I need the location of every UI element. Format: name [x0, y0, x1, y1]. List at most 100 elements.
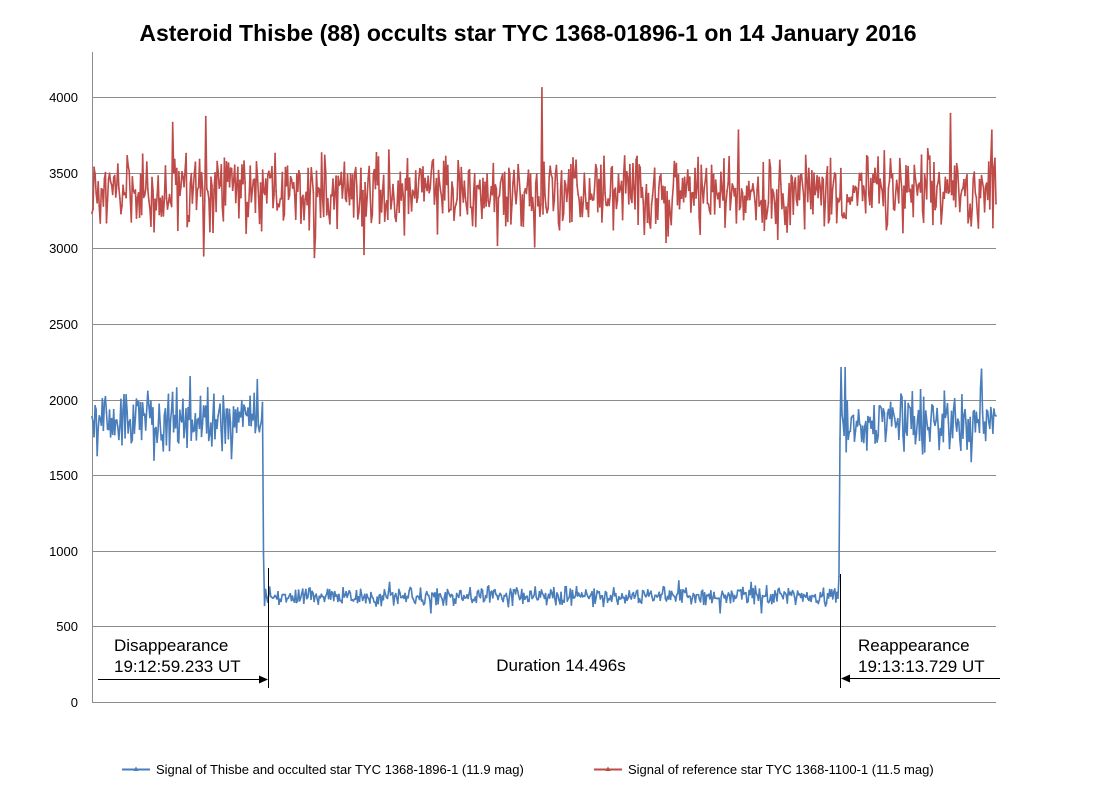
data-point	[748, 589, 750, 592]
data-point	[583, 595, 586, 598]
data-point	[934, 208, 936, 211]
data-point	[913, 164, 916, 167]
data-point	[185, 152, 188, 155]
data-point	[661, 592, 664, 595]
data-point	[477, 187, 480, 190]
data-point	[795, 198, 798, 201]
data-point	[702, 201, 705, 204]
data-point	[143, 194, 146, 197]
data-point	[948, 447, 951, 450]
data-point	[566, 187, 569, 190]
data-point	[295, 172, 298, 175]
data-point	[397, 180, 400, 183]
data-point	[584, 589, 587, 591]
data-point	[890, 176, 893, 179]
data-point	[657, 186, 660, 189]
data-point	[134, 189, 137, 191]
data-point	[543, 597, 546, 600]
data-point	[296, 190, 299, 192]
data-point	[286, 165, 289, 168]
data-point	[560, 591, 562, 594]
data-point	[789, 223, 792, 226]
data-point	[859, 424, 862, 427]
data-point	[571, 220, 573, 223]
data-point	[726, 595, 729, 598]
data-point	[912, 433, 915, 436]
data-point	[618, 191, 621, 194]
data-point	[376, 596, 379, 599]
data-point	[919, 388, 922, 391]
data-point	[866, 415, 869, 418]
data-point	[408, 177, 411, 180]
data-point	[129, 197, 132, 199]
data-point	[829, 595, 832, 597]
data-point	[325, 213, 328, 216]
data-point	[749, 593, 752, 596]
data-point	[816, 600, 819, 603]
data-point	[783, 206, 785, 209]
data-point	[427, 594, 430, 597]
data-point	[845, 450, 848, 453]
data-point	[642, 202, 645, 204]
data-point	[739, 205, 742, 208]
data-point	[679, 190, 682, 193]
data-point	[722, 593, 725, 596]
data-point	[666, 190, 668, 193]
data-point	[711, 190, 714, 193]
data-point	[860, 440, 863, 443]
data-point	[541, 87, 543, 89]
data-point	[144, 187, 147, 190]
data-point	[947, 422, 950, 424]
data-point	[362, 596, 365, 599]
data-point	[263, 604, 266, 607]
data-point	[583, 172, 586, 175]
data-point	[381, 595, 384, 597]
data-point	[364, 181, 366, 184]
data-point	[817, 602, 820, 605]
data-point	[608, 204, 611, 207]
data-point	[481, 589, 484, 592]
data-point	[649, 592, 651, 595]
data-point	[572, 157, 574, 159]
data-point	[555, 164, 558, 167]
data-point	[899, 177, 902, 179]
data-point	[884, 200, 887, 203]
data-point	[176, 229, 179, 232]
data-point	[199, 395, 202, 398]
data-point	[401, 596, 403, 599]
data-point	[162, 215, 165, 217]
data-point	[944, 416, 947, 419]
data-point	[505, 592, 508, 595]
data-point	[272, 596, 275, 599]
data-point	[714, 179, 717, 182]
data-point	[914, 176, 917, 179]
data-point	[504, 595, 507, 597]
data-point	[879, 178, 882, 181]
data-point	[296, 600, 299, 602]
data-point	[410, 587, 413, 590]
data-point	[551, 177, 554, 179]
data-point	[609, 594, 612, 597]
data-point	[610, 600, 613, 603]
data-point	[547, 593, 550, 596]
data-point	[841, 414, 843, 416]
data-point	[920, 433, 923, 435]
data-point	[347, 593, 350, 595]
data-point	[266, 173, 269, 176]
data-point	[695, 197, 697, 199]
data-point	[444, 591, 447, 594]
data-point	[140, 438, 143, 441]
data-point	[352, 215, 355, 218]
data-point	[624, 191, 627, 194]
data-point	[301, 588, 304, 591]
data-point	[676, 592, 679, 595]
data-point	[398, 591, 401, 594]
data-point	[326, 197, 329, 200]
data-point	[360, 167, 362, 170]
data-point	[411, 189, 414, 192]
data-point	[170, 409, 173, 412]
data-point	[288, 594, 291, 597]
data-point	[612, 586, 615, 589]
data-point	[113, 174, 116, 177]
